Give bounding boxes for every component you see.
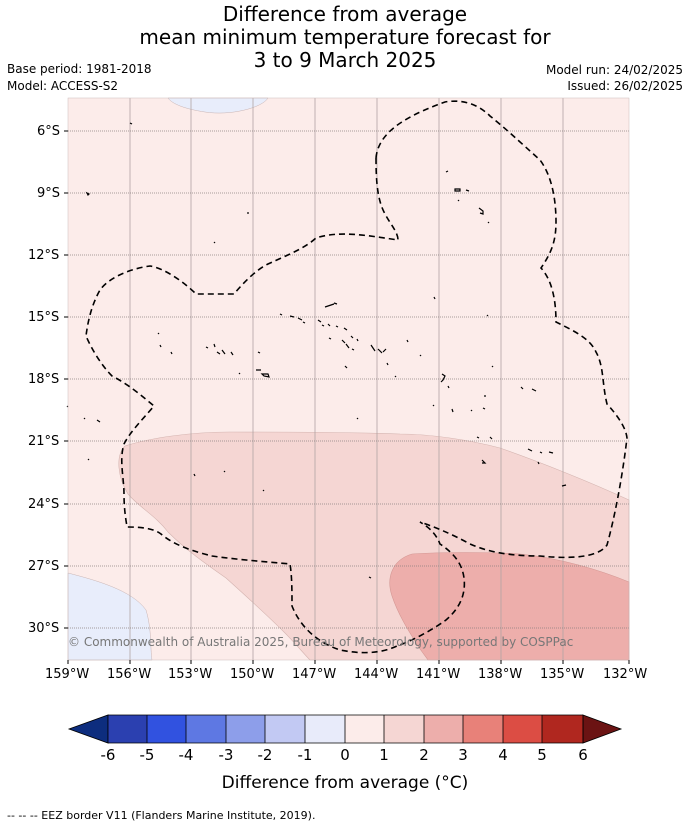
- colorbar: [67, 714, 623, 744]
- colorbar-label: 2: [419, 746, 429, 764]
- lon-ticks: [67, 660, 630, 664]
- anomaly-field-neg1-to-0-north: [167, 97, 269, 114]
- lat-label: 18°S: [28, 372, 60, 387]
- copyright-text: © Commonwealth of Australia 2025, Bureau…: [68, 635, 573, 649]
- lat-label: 21°S: [28, 434, 60, 449]
- lon-label: 132°W: [603, 667, 648, 682]
- colorbar-swatch: [424, 715, 464, 743]
- colorbar-extend-high: [582, 714, 623, 744]
- colorbar-swatch: [186, 715, 226, 743]
- lat-label: 9°S: [37, 186, 61, 201]
- colorbar-extend-low: [67, 714, 109, 744]
- lat-label: 12°S: [28, 248, 60, 263]
- colorbar-label: 0: [340, 746, 350, 764]
- colorbar-label: 4: [498, 746, 508, 764]
- colorbar-label: 6: [578, 746, 588, 764]
- map-title-line-1: Difference from average: [222, 2, 468, 26]
- model-text: Model: ACCESS-S2: [7, 79, 119, 93]
- colorbar-label: -3: [218, 746, 234, 764]
- lat-label: 27°S: [28, 559, 60, 574]
- colorbar-title: Difference from average (°C): [221, 773, 469, 793]
- colorbar-swatch: [108, 715, 148, 743]
- lon-label: 153°W: [168, 667, 213, 682]
- latitude-gridlines: [68, 130, 629, 629]
- lat-label: 6°S: [37, 124, 61, 139]
- colorbar-swatch: [384, 715, 424, 743]
- lon-label: 141°W: [416, 667, 461, 682]
- lon-label: 144°W: [354, 667, 399, 682]
- lon-label: 135°W: [540, 667, 585, 682]
- model-run-text: Model run: 24/02/2025: [545, 63, 683, 77]
- colorbar-label: -2: [257, 746, 273, 764]
- colorbar-label: 5: [537, 746, 547, 764]
- colorbar-swatch: [345, 715, 385, 743]
- lat-label: 30°S: [28, 621, 60, 636]
- colorbar-label: 1: [379, 746, 389, 764]
- colorbar-label: -5: [139, 746, 155, 764]
- lon-label: 156°W: [107, 667, 152, 682]
- map-title-line-3: 3 to 9 March 2025: [253, 48, 437, 72]
- issued-text: Issued: 26/02/2025: [567, 79, 683, 93]
- lon-label: 150°W: [230, 667, 275, 682]
- lat-label: 24°S: [28, 497, 60, 512]
- colorbar-swatch: [503, 715, 543, 743]
- colorbar-label: -4: [178, 746, 194, 764]
- colorbar-label: 3: [458, 746, 468, 764]
- eez-legend-text: -- -- -- EEZ border V11 (Flanders Marine…: [7, 809, 316, 822]
- colorbar-swatch: [147, 715, 187, 743]
- map-panel: © Commonwealth of Australia 2025, Bureau…: [66, 97, 630, 661]
- colorbar-swatch: [226, 715, 266, 743]
- anomaly-field-2-to-3: [389, 552, 630, 661]
- colorbar-label: -1: [297, 746, 313, 764]
- colorbar-swatch: [305, 715, 345, 743]
- colorbar-swatch: [463, 715, 503, 743]
- colorbar-swatch: [542, 715, 583, 743]
- lon-label: 138°W: [478, 667, 523, 682]
- base-period-text: Base period: 1981-2018: [7, 62, 152, 76]
- anomaly-field-neg1-to-0-southwest: [67, 572, 153, 661]
- lat-ticks: [64, 130, 68, 629]
- islands: [66, 122, 567, 579]
- lon-label: 159°W: [45, 667, 90, 682]
- map-title-line-2: mean minimum temperature forecast for: [139, 25, 551, 49]
- lat-label: 15°S: [28, 310, 60, 325]
- eez-borders: [85, 100, 628, 654]
- lon-label: 147°W: [292, 667, 337, 682]
- colorbar-swatch: [265, 715, 305, 743]
- colorbar-label: -6: [100, 746, 116, 764]
